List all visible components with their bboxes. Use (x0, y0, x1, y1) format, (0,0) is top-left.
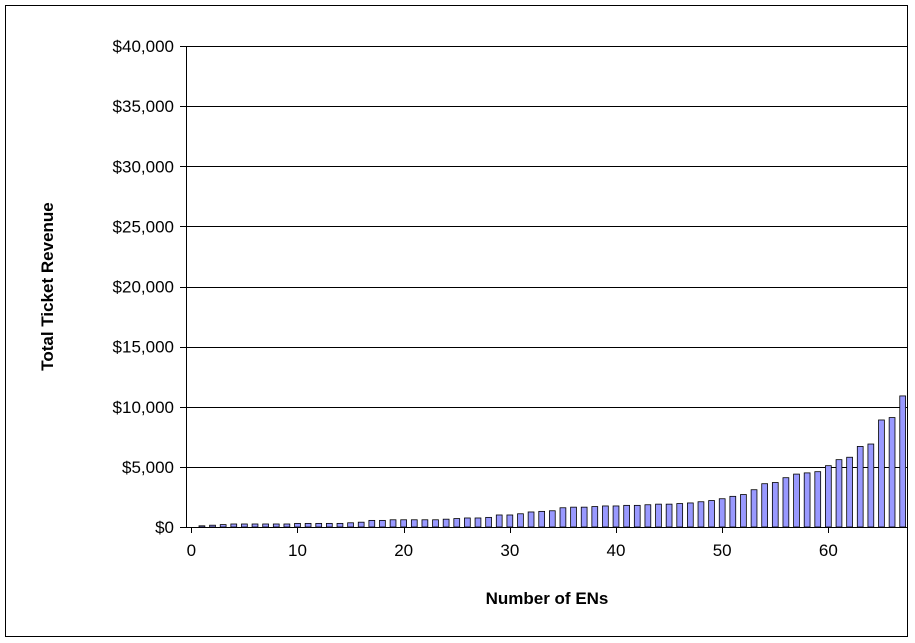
bar-65 (878, 419, 885, 528)
bar-1 (198, 525, 206, 528)
bar-63 (856, 446, 864, 528)
bar-27 (474, 517, 482, 528)
x-tick-label-0: 0 (187, 541, 196, 560)
y-tick-labels: $0 $5,000 $10,000 $15,000 $20,000 $25,000 $30,… (113, 37, 174, 537)
bar-53 (750, 489, 758, 528)
bar-4 (230, 523, 238, 528)
bar-5 (241, 523, 248, 528)
gridlines (186, 46, 908, 468)
bar-48 (697, 501, 705, 528)
axes (180, 46, 908, 533)
bar-17 (368, 519, 376, 528)
bar-41 (623, 504, 630, 528)
bar-42 (633, 504, 641, 528)
bar-34 (548, 510, 556, 528)
bar-11 (304, 522, 312, 528)
bar-54 (761, 483, 768, 528)
bar-12 (315, 522, 323, 528)
y-tick-label-7: $35,000 (113, 97, 174, 116)
bar-43 (644, 504, 652, 528)
bar-49 (708, 500, 715, 528)
bar-62 (846, 456, 853, 528)
bar-18 (379, 519, 386, 528)
y-tick-label-2: $10,000 (113, 398, 174, 417)
chart-frame: $0 $5,000 $10,000 $15,000 $20,000 $25,000 $30,… (5, 5, 908, 637)
y-tick-label-3: $15,000 (113, 338, 174, 357)
bar-67 (899, 395, 907, 528)
bar-57 (793, 473, 800, 528)
bar-14 (336, 522, 344, 528)
bar-16 (357, 521, 365, 528)
bar-10 (294, 522, 301, 528)
y-axis-title: Total Ticket Revenue (38, 202, 57, 370)
bar-13 (326, 522, 333, 528)
bar-25 (453, 518, 461, 528)
y-tick-label-8: $40,000 (113, 37, 174, 56)
x-tick-label-1: 10 (288, 541, 307, 560)
bar-19 (389, 519, 397, 528)
bar-20 (400, 519, 407, 528)
x-tick-labels: 0 10 20 30 40 50 60 (187, 541, 838, 560)
x-tick-label-5: 50 (713, 541, 732, 560)
bar-52 (740, 494, 747, 528)
bar-3 (219, 524, 227, 528)
bar-58 (803, 472, 811, 528)
bar-26 (464, 517, 471, 528)
bars (198, 395, 907, 528)
bar-7 (262, 523, 269, 528)
bar-21 (410, 519, 418, 528)
bar-55 (771, 482, 779, 528)
bar-40 (612, 505, 620, 528)
x-tick-label-6: 60 (819, 541, 838, 560)
bar-15 (347, 522, 354, 528)
bar-56 (782, 477, 790, 528)
bar-60 (825, 465, 832, 528)
bar-39 (602, 505, 609, 528)
x-axis-title: Number of ENs (486, 589, 609, 608)
x-tick-label-3: 30 (500, 541, 519, 560)
bar-28 (485, 516, 492, 528)
bar-64 (867, 443, 875, 528)
bar-61 (835, 459, 843, 528)
y-tick-label-4: $20,000 (113, 278, 174, 297)
bar-45 (665, 503, 673, 528)
bar-32 (527, 511, 535, 528)
bar-30 (506, 514, 514, 528)
bar-chart: $0 $5,000 $10,000 $15,000 $20,000 $25,000 $30,… (38, 37, 908, 608)
bar-23 (432, 519, 439, 528)
bar-37 (580, 506, 588, 528)
x-tick-label-2: 20 (394, 541, 413, 560)
y-tick-label-5: $25,000 (113, 217, 174, 236)
bar-44 (655, 503, 662, 528)
bar-50 (718, 498, 726, 528)
bar-46 (676, 503, 684, 528)
bar-22 (421, 519, 429, 528)
bar-9 (283, 523, 291, 528)
y-tick-label-1: $5,000 (122, 458, 174, 477)
bar-8 (272, 523, 280, 528)
bar-33 (538, 510, 546, 528)
x-tick-label-4: 40 (607, 541, 626, 560)
y-tick-label-0: $0 (155, 518, 174, 537)
bar-66 (888, 417, 896, 528)
bar-35 (559, 507, 567, 528)
bar-2 (209, 524, 216, 528)
bar-29 (495, 514, 503, 528)
bar-47 (687, 502, 694, 528)
bar-36 (570, 506, 577, 528)
bar-51 (729, 495, 737, 528)
bar-31 (517, 513, 524, 528)
bar-59 (814, 471, 822, 528)
bar-6 (251, 523, 259, 528)
bar-38 (591, 506, 599, 528)
y-tick-label-6: $30,000 (113, 157, 174, 176)
bar-24 (442, 518, 450, 528)
